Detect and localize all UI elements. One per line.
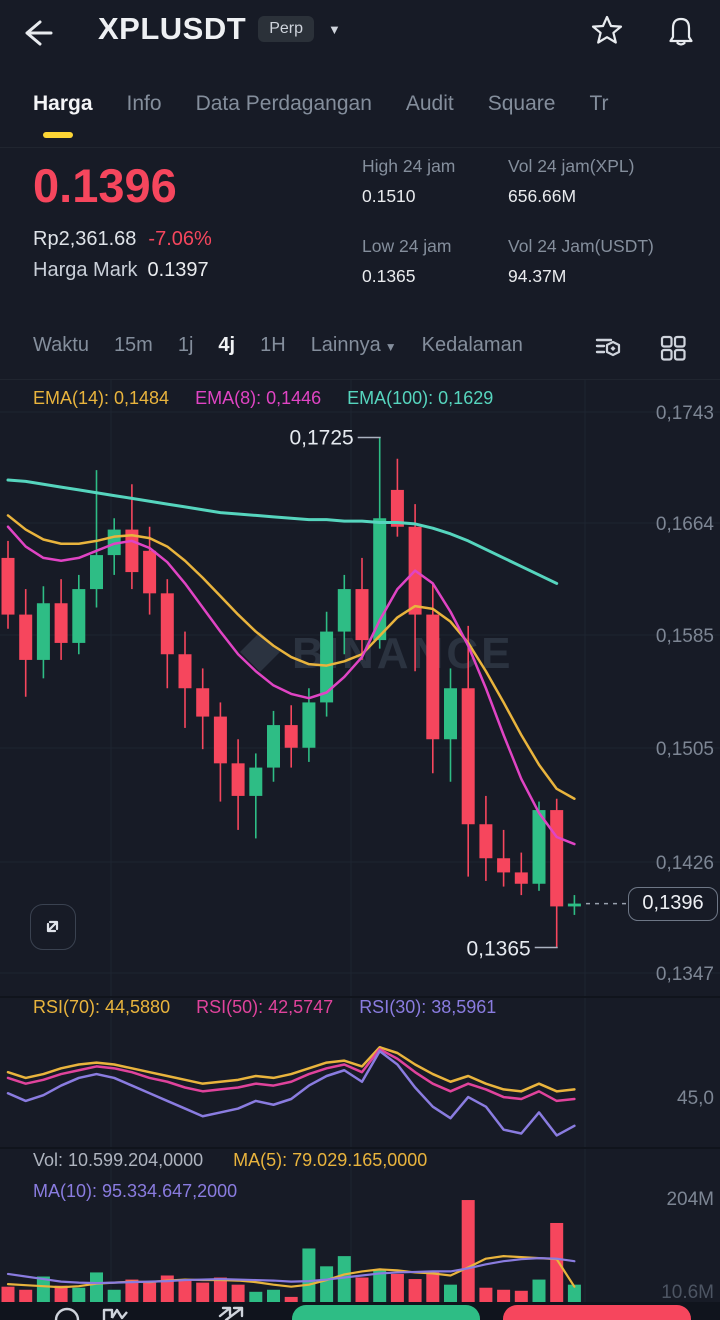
favorite-star-icon[interactable] (590, 13, 624, 47)
tab-audit[interactable]: Audit (405, 92, 454, 115)
kline-chart-icon[interactable] (100, 1304, 134, 1320)
grid-layout-icon[interactable] (658, 333, 688, 363)
lainnya-caret-icon: ▼ (384, 340, 397, 354)
price-chart-canvas[interactable]: BINANCE0,17430,16640,15850,15050,14260,1… (0, 380, 720, 1302)
low-24h-label: Low 24 jam (362, 236, 452, 256)
vol-24h-usdt-label: Vol 24 Jam(USDT) (508, 236, 654, 256)
mark-price-value: 0.1397 (147, 259, 209, 281)
candles-layer (1, 437, 581, 948)
tab-square[interactable]: Square (487, 92, 556, 115)
chart-gridlines (0, 380, 720, 1302)
tab-info[interactable]: Info (126, 92, 162, 115)
contract-type-badge[interactable]: Perp (258, 16, 314, 42)
transfer-arrows-icon[interactable] (214, 1304, 248, 1320)
interval-4j-active[interactable]: 4j (218, 334, 236, 356)
lainnya-dropdown[interactable]: Lainnya ▼ (310, 334, 397, 356)
ema-lines-layer (6, 478, 576, 846)
pair-title: XPLUSDT (98, 11, 247, 46)
bottom-action-bar (0, 1302, 720, 1320)
interval-15m[interactable]: 15m (113, 334, 153, 356)
volume-bars-layer (1, 1200, 581, 1302)
volume-ma-layer: 204M 10.6M (6, 1189, 714, 1302)
chart-area[interactable]: BINANCE 0,1743 0,1664 0,1585 0,1505 0,1426 0,1… (0, 380, 720, 1302)
kedalaman-tab[interactable]: Kedalaman (421, 334, 523, 356)
vol-24h-usdt-value: 94.37M (508, 266, 567, 286)
tab-trading-clipped[interactable]: Tr (589, 92, 609, 115)
svg-text:204M: 204M (666, 1189, 714, 1210)
notifications-bell-icon[interactable] (664, 13, 698, 47)
high-low-annotations: 0,1725 0,1365 (289, 427, 558, 961)
tab-harga[interactable]: Harga (33, 92, 93, 142)
rsi-lines-layer: 45,0 (6, 1046, 714, 1137)
price-change-percent: -7.06% (148, 228, 212, 250)
fiat-price: Rp2,361.68 (33, 228, 137, 250)
svg-text:0,1743: 0,1743 (656, 403, 714, 424)
interval-1h[interactable]: 1H (260, 334, 286, 356)
svg-text:0,1505: 0,1505 (656, 739, 714, 760)
back-button[interactable] (18, 15, 54, 51)
chart-toolbar: Waktu 15m 1j 4j 1H Lainnya ▼ Kedalaman (0, 320, 720, 380)
svg-text:0,1347: 0,1347 (656, 964, 714, 985)
price-alert-icon[interactable] (52, 1304, 82, 1320)
svg-text:0,1725: 0,1725 (289, 427, 353, 450)
low-24h-value: 0.1365 (362, 266, 416, 286)
active-tab-underline (43, 132, 73, 138)
svg-text:10.6M: 10.6M (661, 1282, 714, 1302)
waktu-label: Waktu (33, 334, 89, 356)
svg-text:0,1426: 0,1426 (656, 853, 714, 874)
svg-text:0,1585: 0,1585 (656, 626, 714, 647)
buy-long-button[interactable] (292, 1305, 480, 1320)
pair-dropdown-caret[interactable]: ▼ (327, 21, 341, 37)
price-axis-labels: 0,1743 0,1664 0,1585 0,1505 0,1426 0,1347 (656, 403, 715, 985)
high-24h-value: 0.1510 (362, 186, 416, 206)
svg-text:0,1664: 0,1664 (656, 514, 715, 535)
high-24h-label: High 24 jam (362, 156, 456, 176)
svg-text:0,1365: 0,1365 (466, 938, 530, 961)
interval-1j[interactable]: 1j (177, 334, 194, 356)
mark-price-label: Harga Mark (33, 259, 138, 281)
vol-24h-xpl-label: Vol 24 jam(XPL) (508, 156, 635, 176)
svg-text:45,0: 45,0 (677, 1088, 714, 1109)
last-price: 0.1396 (33, 159, 177, 212)
expand-arrows-icon (46, 920, 59, 933)
header: XPLUSDT Perp ▼ (0, 0, 720, 66)
sell-short-button[interactable] (503, 1305, 691, 1320)
tab-data-perdagangan[interactable]: Data Perdagangan (195, 92, 372, 115)
indicator-settings-icon[interactable] (594, 333, 624, 363)
vol-24h-xpl-value: 656.66M (508, 186, 577, 206)
last-price-tag: 0,1396 (628, 886, 718, 921)
tab-bar: Harga Info Data Perdagangan Audit Square… (0, 66, 720, 148)
expand-chart-button[interactable] (30, 904, 76, 950)
price-summary: 0.1396 Rp2,361.68 -7.06% Harga Mark 0.1397… (0, 148, 720, 320)
pane-dividers (0, 996, 720, 1149)
